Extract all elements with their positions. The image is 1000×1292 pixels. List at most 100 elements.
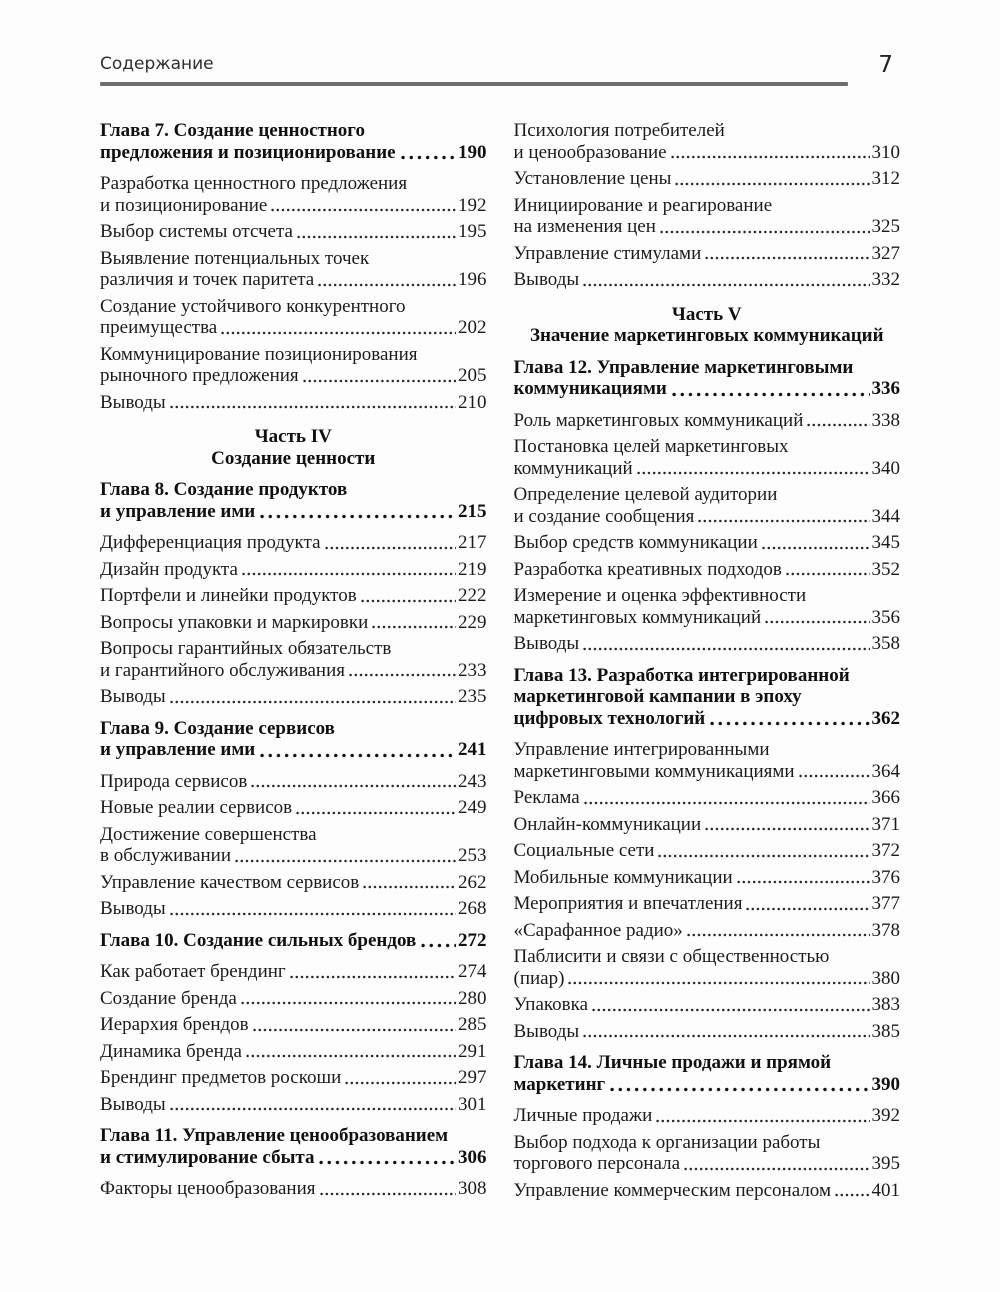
toc-entry-text: Выводы [100, 686, 166, 707]
toc-entry-line: Выбор подхода к организации работы [513, 1131, 821, 1153]
dot-leader [244, 1044, 456, 1058]
toc-entry-text: Управление коммерческим персоналом [513, 1179, 831, 1201]
toc-entry-last-line: Выбор системы отсчета 195 [100, 221, 487, 243]
toc-entry-text: торгового персонала [513, 1153, 681, 1174]
toc-entry-page-number: 380 [871, 967, 901, 989]
toc-entry-page-number: 268 [458, 898, 487, 919]
toc-entry-last-line: Выводы 385 [514, 1021, 901, 1043]
toc-entry-page-number: 362 [871, 707, 901, 729]
toc-chapter-entry: Глава 11. Управление ценообразованием и с… [100, 1125, 487, 1168]
toc-entry-text: в обслуживании [100, 845, 232, 866]
dot-leader [295, 800, 456, 815]
toc-entry-page-number: 219 [458, 558, 487, 580]
dot-leader [317, 272, 456, 287]
dot-leader [669, 381, 870, 397]
toc-entry-last-line: и создание сообщения 344 [514, 506, 901, 528]
toc-entry-page-number: 291 [458, 1040, 487, 1062]
dot-leader [657, 843, 870, 858]
toc-entry: Паблисити и связи с общественностью (пиар… [514, 946, 901, 989]
toc-entry-text: Выводы [513, 1020, 580, 1042]
toc-entry-line: Определение целевой аудитории [513, 484, 778, 505]
dot-leader [168, 395, 456, 409]
toc-entry-page-number: 401 [871, 1179, 901, 1201]
part-heading: Часть V Значение маркетинговых коммуникац… [514, 304, 901, 347]
dot-leader [658, 219, 870, 234]
dot-leader [295, 224, 456, 239]
toc-entry: Дизайн продукта 219 [100, 559, 487, 581]
dot-leader [323, 535, 456, 550]
toc-entry-page-number: 340 [871, 457, 901, 479]
toc-entry: Достижение совершенства в обслуживании 253 [100, 824, 487, 867]
toc-entry-last-line: коммуникаций 340 [514, 458, 901, 480]
toc-entry-text: Факторы ценообразования [100, 1178, 316, 1199]
toc-entry: Определение целевой аудитории и создание … [514, 484, 901, 527]
toc-entry-page-number: 364 [871, 760, 901, 782]
toc-entry-text: и управление ими [100, 739, 256, 760]
toc-entry-page-number: 253 [458, 845, 487, 866]
dot-leader [398, 145, 456, 160]
toc-entry: Выводы 332 [514, 269, 901, 291]
toc-entry-text: Портфели и линейки продуктов [100, 585, 357, 606]
toc-entry-text: Управление стимулами [513, 242, 702, 264]
toc-entry-text: маркетинговыми коммуникациями [513, 760, 795, 782]
toc-entry: Природа сервисов 243 [100, 771, 487, 793]
toc-entry-page-number: 371 [871, 813, 901, 835]
toc-entry-last-line: в обслуживании 253 [100, 845, 487, 867]
dot-leader [708, 711, 870, 726]
dot-leader [697, 509, 870, 523]
toc-entry: Выводы 268 [100, 898, 487, 920]
toc-entry-page-number: 344 [871, 505, 901, 527]
toc-entry-last-line: «Сарафанное радио» 378 [514, 920, 901, 942]
toc-entry: Выводы 358 [514, 633, 901, 655]
toc-entry-page-number: 336 [871, 378, 901, 399]
toc-entry-page-number: 202 [458, 317, 487, 338]
toc-entry-page-number: 378 [871, 919, 901, 941]
toc-entry-page-number: 196 [458, 269, 487, 290]
toc-entry-text: и гарантийного обслуживания [100, 659, 345, 681]
toc-entry-page-number: 235 [458, 686, 487, 707]
part-heading-line: Значение маркетинговых коммуникаций [529, 325, 884, 346]
toc-entry-page-number: 352 [871, 558, 901, 580]
toc-entry-text: Мобильные коммуникации [513, 866, 733, 888]
toc-entry-page-number: 366 [871, 787, 901, 808]
toc-entry-last-line: Выводы 358 [514, 633, 901, 655]
toc-entry-line: Глава 11. Управление ценообразованием [100, 1125, 449, 1146]
toc-entry-line: Психология потребителей [513, 120, 725, 141]
toc-entry: «Сарафанное радио» 378 [514, 920, 901, 942]
toc-entry-text: коммуникациями [513, 378, 667, 399]
dot-leader [239, 991, 456, 1005]
toc-entry: Выводы 385 [514, 1021, 901, 1043]
toc-entry-line: Измерение и оценка эффективности [513, 585, 807, 606]
toc-entry-text: Брендинг предметов роскоши [100, 1067, 342, 1088]
toc-entry-page-number: 190 [458, 141, 487, 163]
dot-leader [764, 610, 870, 624]
toc-entry-page-number: 280 [458, 987, 487, 1009]
toc-entry-last-line: Дизайн продукта 219 [100, 559, 487, 581]
toc-entry-text: Природа сервисов [100, 770, 248, 792]
toc-entry-page-number: 262 [458, 871, 487, 893]
dot-leader [258, 742, 456, 758]
toc-entry: Иерархия брендов 285 [100, 1014, 487, 1036]
toc-entry-last-line: маркетинговых коммуникаций 356 [514, 607, 901, 629]
toc-entry-last-line: Выводы 301 [100, 1094, 487, 1116]
toc-entry-page-number: 395 [871, 1153, 901, 1174]
toc-entry: Разработка ценностного предложения и пози… [100, 173, 487, 216]
toc-entry-last-line: и ценообразование 310 [514, 142, 901, 164]
toc-entry-text: на изменения цен [513, 216, 656, 237]
toc-entry-text: Разработка креативных подходов [513, 558, 782, 580]
toc-entry-last-line: и стимулирование сбыта 306 [100, 1147, 487, 1169]
toc-entry: Новые реалии сервисов 249 [100, 797, 487, 819]
toc-entry-page-number: 306 [458, 1146, 487, 1168]
toc-chapter-entry: Глава 14. Личные продажи и прямой маркети… [514, 1052, 901, 1095]
toc-entry-text: Выбор средств коммуникации [513, 532, 758, 553]
toc-chapter-entry: Глава 8. Создание продуктов и управление … [100, 479, 487, 522]
toc-entry-text: и создание сообщения [513, 505, 695, 527]
toc-entry-page-number: 385 [871, 1020, 901, 1042]
toc-entry-last-line: коммуникациями 336 [514, 378, 901, 400]
dot-leader [250, 774, 456, 788]
toc-entry-line: маркетинговой кампании в эпоху [513, 686, 802, 707]
toc-entry-text: и ценообразование [513, 141, 667, 163]
toc-entry-text: маркетинг [513, 1073, 606, 1095]
dot-leader [669, 145, 870, 159]
toc-entry: Факторы ценообразования 308 [100, 1178, 487, 1200]
